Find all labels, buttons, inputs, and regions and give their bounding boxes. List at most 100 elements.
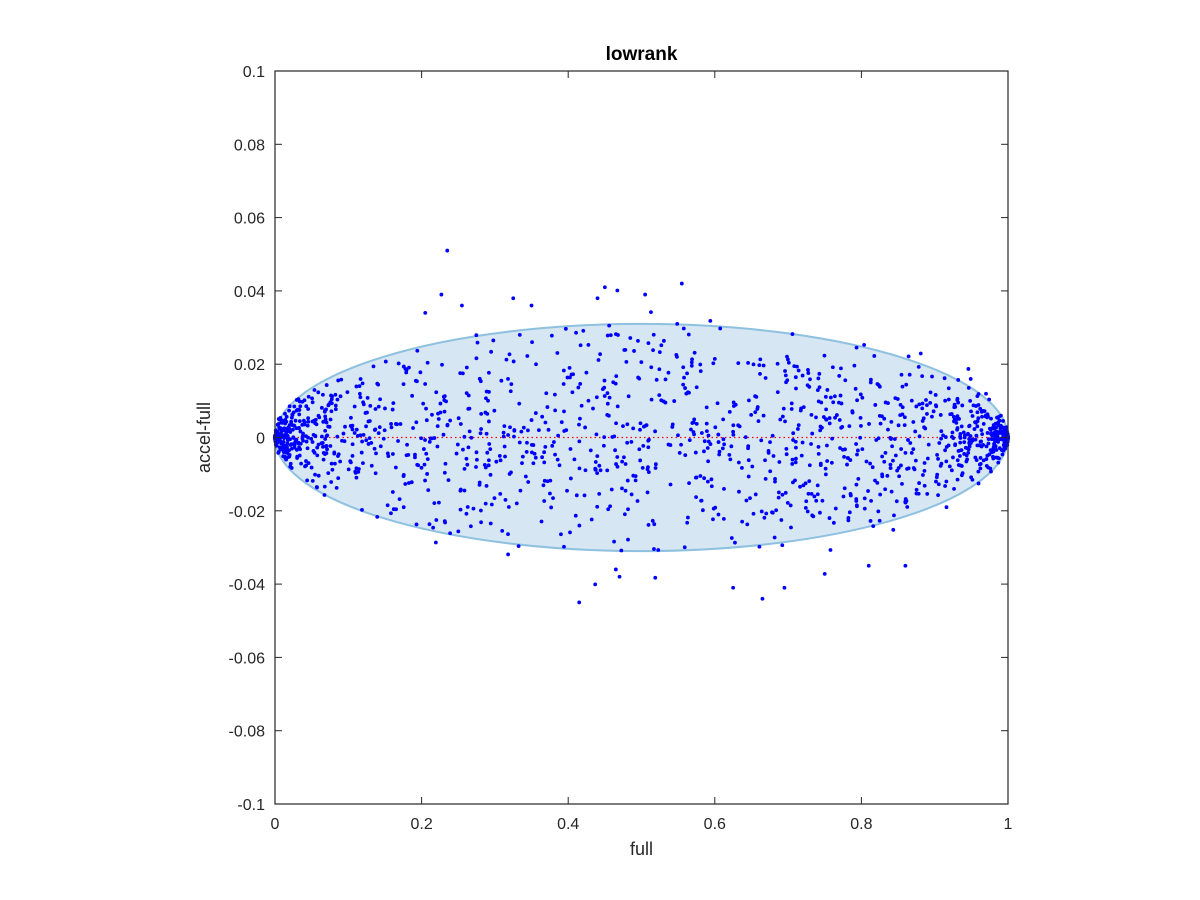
data-point — [746, 446, 750, 451]
data-point — [484, 483, 489, 488]
data-point — [281, 440, 286, 444]
data-point — [889, 419, 894, 424]
data-point — [909, 450, 914, 455]
data-point — [856, 476, 861, 481]
data-point — [561, 382, 566, 386]
data-point — [595, 504, 600, 509]
data-point — [867, 422, 871, 426]
data-point — [343, 424, 347, 429]
data-point — [831, 400, 836, 405]
data-point — [967, 424, 971, 429]
data-point — [626, 537, 630, 542]
data-point — [662, 338, 666, 343]
data-point — [608, 504, 613, 509]
data-point — [623, 462, 628, 466]
data-point — [297, 412, 302, 417]
data-point — [418, 370, 423, 375]
data-point — [773, 476, 777, 481]
data-point — [477, 480, 482, 485]
data-point — [333, 392, 338, 397]
data-point — [871, 524, 876, 529]
data-point — [620, 486, 624, 491]
data-point — [526, 480, 531, 484]
data-point — [733, 540, 737, 545]
data-point — [529, 418, 534, 422]
data-point — [971, 403, 976, 408]
data-point — [502, 424, 507, 429]
data-point — [498, 491, 503, 496]
data-point — [643, 292, 648, 297]
data-point — [917, 434, 922, 439]
data-point — [322, 493, 327, 497]
data-point — [944, 479, 949, 484]
data-point — [288, 461, 293, 466]
data-point — [432, 501, 437, 506]
data-point — [483, 465, 488, 470]
data-point — [966, 367, 971, 371]
data-point — [321, 392, 325, 397]
data-point — [423, 438, 427, 442]
data-point — [702, 439, 707, 444]
data-point — [431, 525, 436, 530]
data-point — [425, 457, 430, 461]
data-point — [736, 460, 741, 465]
data-point — [292, 404, 297, 409]
data-point — [780, 492, 785, 497]
data-point — [330, 467, 335, 472]
data-point — [438, 401, 443, 406]
data-point — [731, 423, 736, 428]
data-point — [746, 474, 751, 479]
data-point — [935, 453, 939, 457]
data-point — [817, 385, 822, 390]
data-point — [626, 394, 631, 399]
data-point — [552, 392, 557, 397]
data-point — [403, 482, 408, 486]
data-point — [692, 432, 696, 437]
data-point — [951, 455, 955, 460]
data-point — [442, 409, 447, 414]
data-point — [882, 416, 887, 421]
data-point — [770, 510, 774, 515]
data-point — [649, 365, 654, 370]
data-point — [1003, 446, 1008, 451]
data-point — [641, 443, 646, 448]
data-point — [677, 451, 682, 455]
data-point — [875, 480, 880, 485]
data-point — [567, 365, 572, 370]
data-point — [508, 425, 512, 430]
data-point — [817, 371, 822, 376]
data-point — [798, 408, 803, 413]
data-point — [561, 368, 566, 373]
data-point — [790, 457, 795, 462]
data-point — [364, 438, 369, 443]
data-point — [360, 439, 364, 444]
data-point — [290, 427, 295, 432]
data-point — [715, 401, 720, 406]
data-point — [605, 468, 610, 473]
data-point — [988, 466, 993, 471]
data-point — [309, 436, 314, 441]
data-point — [612, 434, 617, 439]
data-point — [277, 425, 282, 430]
data-point — [788, 503, 793, 508]
data-point — [574, 493, 579, 498]
data-point — [928, 390, 933, 395]
data-point — [903, 499, 908, 504]
data-point — [474, 333, 479, 338]
data-point — [621, 424, 625, 429]
data-point — [964, 459, 969, 464]
data-point — [651, 332, 656, 337]
data-point — [562, 544, 566, 549]
data-point — [524, 450, 529, 454]
data-point — [822, 571, 827, 576]
data-point — [942, 376, 947, 381]
data-point — [852, 363, 857, 368]
data-point — [829, 460, 834, 465]
data-point — [652, 547, 656, 551]
data-point — [649, 310, 653, 315]
data-point — [888, 466, 893, 471]
data-point — [685, 371, 689, 376]
data-point — [507, 472, 512, 476]
data-point — [824, 407, 828, 412]
x-tick-label: 0.4 — [557, 816, 579, 833]
